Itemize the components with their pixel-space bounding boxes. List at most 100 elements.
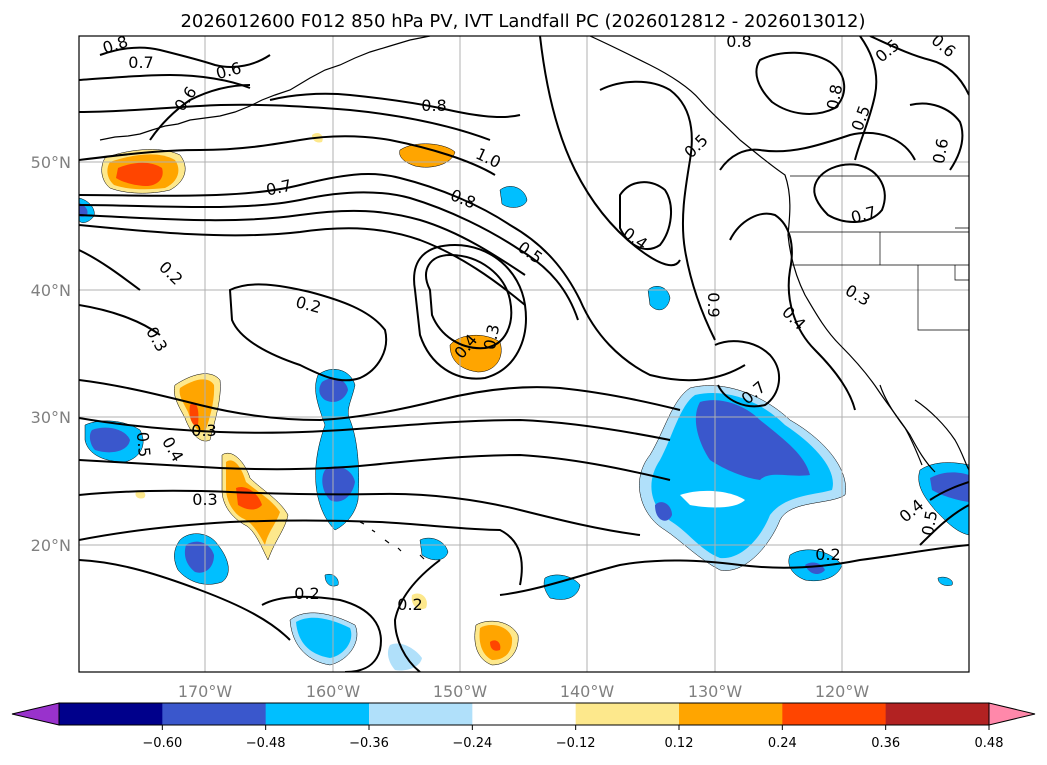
colorbar-segment (575, 703, 680, 725)
negative-anomaly-region (296, 617, 352, 658)
contour-label: 0.6 (929, 137, 952, 165)
pv-contour-line (79, 417, 671, 441)
lat-axis-labels: 50°N 40°N 30°N 20°N (31, 153, 71, 555)
pv-contour-line (79, 191, 579, 321)
lon-tick-label: 120°W (815, 682, 870, 701)
contour-label: 0.7 (128, 53, 153, 72)
colorbar-segment (679, 703, 783, 725)
negative-anomaly-region (79, 203, 88, 217)
pv-contour-line (929, 481, 969, 501)
colorbar-extend-high (988, 702, 1036, 726)
pv-contour-line (99, 46, 271, 68)
contour-label: 0.2 (294, 584, 319, 603)
colorbar-extend-low (11, 702, 60, 726)
colorbar-tick-label: 0.12 (665, 736, 694, 751)
positive-anomaly-region (399, 143, 456, 168)
contour-label: 0.3 (480, 323, 503, 351)
contour-label: 0.8 (726, 32, 751, 51)
negative-anomaly-region (680, 490, 745, 508)
pv-contour-line (79, 173, 746, 382)
pv-contour-line (714, 340, 781, 408)
lon-tick-label: 160°W (306, 682, 361, 701)
pv-contour-line (79, 559, 291, 641)
negative-anomaly-region (655, 502, 672, 521)
colorbar-tick-label: −0.24 (452, 736, 492, 751)
pv-contours (79, 36, 969, 672)
north-america-coastline (589, 36, 936, 473)
baja-coastline (879, 384, 923, 466)
contour-label: 0.9 (704, 292, 723, 317)
negative-anomaly-region (319, 378, 348, 402)
pv-contour-line (79, 73, 251, 89)
pv-contour-line (869, 36, 969, 96)
pv-contour-line (79, 304, 161, 336)
graticule (79, 36, 969, 672)
pv-contour-line (539, 36, 681, 267)
lat-tick-label: 50°N (31, 153, 71, 172)
map-title: 2026012600 F012 850 hPa PV, IVT Landfall… (180, 11, 865, 32)
colorbar: −0.60 −0.48 −0.36 −0.24 −0.12 0.12 0.24 0.36 0.4… (11, 702, 1036, 751)
positive-anomaly-region (135, 490, 146, 499)
colorbar-segment (885, 703, 990, 725)
colorbar-segment (162, 703, 267, 725)
negative-anomaly-region (930, 472, 969, 502)
pv-contour-line (413, 243, 527, 380)
hawaii-islands (359, 521, 425, 560)
pv-contour-line (269, 92, 521, 119)
pv-contour-line (813, 163, 886, 223)
negative-anomaly-region (647, 286, 671, 311)
pv-contour-line (909, 102, 964, 171)
negative-anomaly-region (89, 427, 130, 453)
colorbar-tick-label: 0.36 (871, 736, 900, 751)
pv-contour-line (854, 36, 878, 161)
negative-anomaly-region (937, 576, 953, 586)
contour-label: 0.3 (192, 490, 217, 509)
colorbar-segment (472, 703, 577, 725)
pv-contour-line (79, 103, 491, 141)
pv-contour-line (79, 489, 641, 536)
lon-tick-label: 130°W (688, 682, 743, 701)
colorbar-segment (59, 703, 163, 725)
pv-contour-line (79, 249, 141, 291)
negative-anomaly-region (499, 186, 528, 208)
pv-contour-line (599, 80, 716, 341)
colorbar-tick-label: −0.60 (142, 736, 182, 751)
negative-anomaly-region (324, 574, 339, 587)
lon-axis-labels: 170°W 160°W 150°W 140°W 130°W 120°W (178, 682, 870, 701)
coastlines (99, 36, 969, 560)
pv-contour-line (79, 453, 671, 481)
colorbar-tick-label: −0.12 (556, 736, 596, 751)
state-borders (790, 227, 969, 331)
pv-contour-line (79, 519, 523, 586)
colorbar-tick-label: 0.24 (768, 736, 797, 751)
colorbar-tick-label: −0.48 (246, 736, 286, 751)
lon-tick-label: 140°W (560, 682, 615, 701)
negative-anomaly-region (419, 537, 449, 561)
pv-contour-line (228, 283, 388, 382)
contour-label: 0.8 (823, 83, 846, 111)
pv-contour-line (79, 209, 526, 276)
pv-contour-line (149, 84, 251, 141)
pv-contour-line (499, 544, 969, 596)
map-frame (78, 35, 970, 673)
negative-anomaly-region (184, 541, 214, 573)
positive-anomaly-region (490, 640, 501, 651)
negative-anomaly-region (322, 466, 355, 502)
pv-contour-line (393, 559, 441, 672)
negative-anomaly-region (695, 400, 810, 480)
contour-label: 0.7 (264, 176, 293, 200)
lat-tick-label: 30°N (31, 408, 71, 427)
contour-label: 0.2 (815, 545, 840, 564)
contour-label: 0.8 (100, 32, 130, 58)
contour-label: 0.8 (421, 96, 446, 115)
pv-contour-line (79, 379, 681, 422)
contour-label: 0.5 (918, 509, 941, 537)
pv-contour-line (261, 595, 382, 672)
colorbar-segment (782, 703, 887, 725)
colorbar-tick-label: −0.36 (349, 736, 389, 751)
pv-contour-line (719, 132, 916, 171)
contour-label: 0.2 (397, 595, 422, 614)
pv-contour-line (919, 504, 969, 546)
lon-tick-label: 150°W (433, 682, 488, 701)
lat-tick-label: 20°N (31, 536, 71, 555)
